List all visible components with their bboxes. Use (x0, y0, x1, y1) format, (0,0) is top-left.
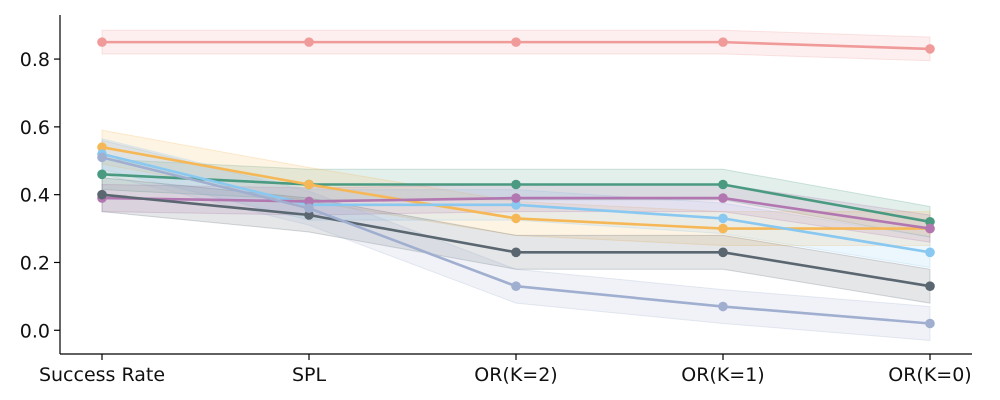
y-tick-label: 0.2 (20, 252, 50, 274)
series-6 (97, 189, 935, 292)
x-axis-ticks: Success Rate SPL OR(K=2) OR(K=1) OR(K=0) (39, 354, 972, 386)
series-2-point-0 (97, 169, 107, 180)
series-5-point-1 (304, 196, 314, 207)
series-3-point-3 (718, 223, 728, 234)
series-2-point-4 (925, 216, 935, 227)
x-tick-label: Success Rate (39, 364, 165, 386)
series-3-point-2 (511, 213, 521, 224)
series-1-point-4 (925, 44, 935, 54)
x-tick-label: OR(K=2) (474, 364, 557, 386)
series-1-point-1 (304, 37, 314, 47)
series-7-point-2 (511, 281, 521, 292)
series-6-point-1 (304, 210, 314, 220)
series-2-point-2 (511, 179, 521, 190)
series-5-point-4 (925, 223, 935, 234)
series-7-point-4 (925, 318, 935, 329)
y-tick-label: 0.4 (20, 185, 50, 207)
series-4-point-2 (511, 200, 521, 210)
series-4-point-3 (718, 213, 728, 224)
series-6-point-4 (925, 281, 935, 292)
series-3-point-0 (97, 142, 107, 153)
y-tick-label: 0.0 (20, 320, 50, 342)
series-7-point-3 (718, 301, 728, 312)
y-tick-label: 0.8 (20, 49, 50, 71)
series-7-point-1 (304, 203, 314, 214)
series-6-point-3 (718, 247, 728, 258)
x-tick-label: SPL (292, 364, 327, 386)
series-4-point-4 (925, 247, 935, 258)
series-2-point-3 (718, 179, 728, 190)
series-7-point-0 (97, 152, 107, 163)
series-1-point-0 (97, 37, 107, 47)
series-7 (97, 152, 935, 329)
x-tick-label: OR(K=1) (681, 364, 764, 386)
series-5-point-2 (511, 193, 521, 203)
series-5-point-3 (718, 193, 728, 203)
series-6-point-2 (511, 247, 521, 258)
series-6-point-0 (97, 189, 107, 200)
series-1-point-3 (718, 37, 728, 47)
y-tick-label: 0.6 (20, 117, 50, 139)
y-axis-ticks: 0.0 0.2 0.4 0.6 0.8 (20, 49, 60, 342)
x-tick-label: OR(K=0) (888, 364, 971, 386)
series-lines (97, 37, 935, 329)
series-3-point-1 (304, 179, 314, 190)
series-1 (97, 37, 935, 54)
series-1-point-2 (511, 37, 521, 47)
